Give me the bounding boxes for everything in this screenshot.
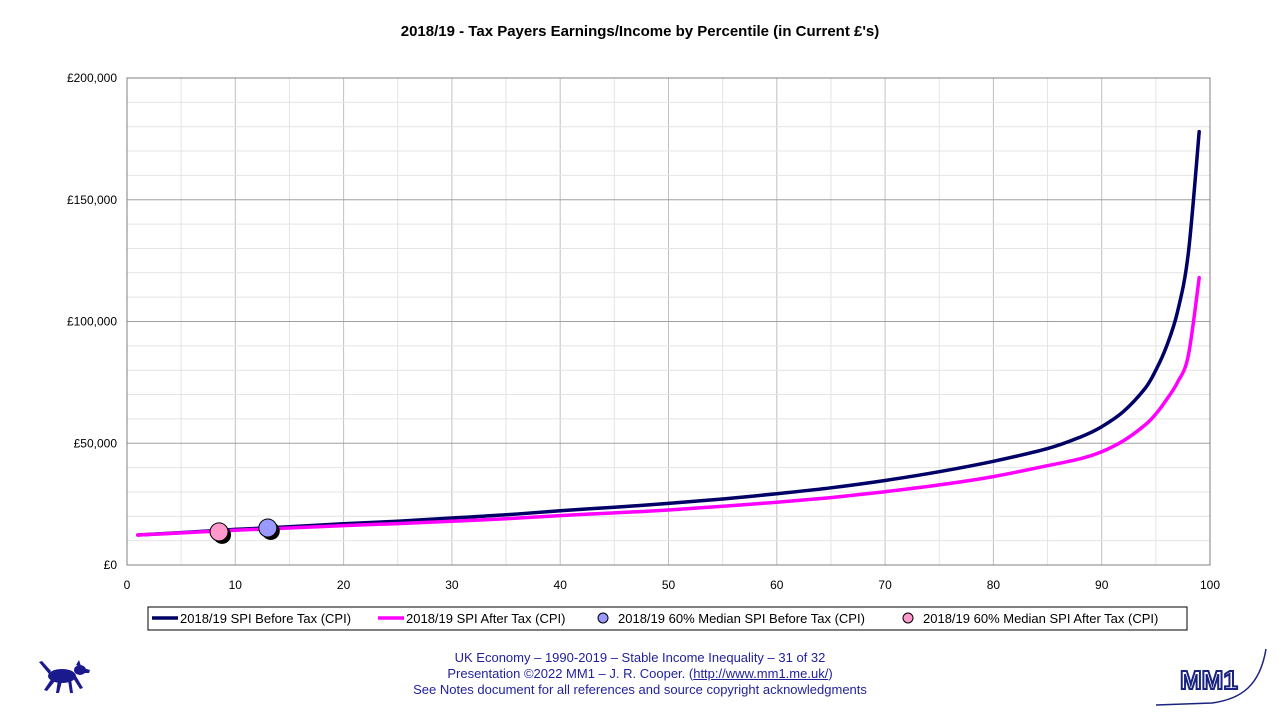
legend-label: 2018/19 60% Median SPI After Tax (CPI) (923, 611, 1158, 626)
x-tick-label: 90 (1095, 578, 1109, 592)
y-tick-label: £150,000 (67, 193, 117, 207)
x-tick-label: 100 (1200, 578, 1220, 592)
footer-paren: ) (828, 666, 833, 681)
footer: UK Economy – 1990-2019 – Stable Income I… (0, 650, 1280, 698)
legend-label: 2018/19 SPI After Tax (CPI) (406, 611, 565, 626)
footer-link[interactable]: http://www.mm1.me.uk/ (693, 666, 829, 681)
legend: 2018/19 SPI Before Tax (CPI) 2018/19 SPI … (147, 606, 1188, 631)
footer-line-1: UK Economy – 1990-2019 – Stable Income I… (454, 650, 826, 665)
footer-line-3: See Notes document for all references an… (413, 682, 867, 697)
x-tick-label: 80 (987, 578, 1001, 592)
legend-label: 2018/19 60% Median SPI Before Tax (CPI) (618, 611, 865, 626)
series-line-before-tax (136, 129, 1201, 537)
legend-swatch-marker (902, 612, 914, 624)
series-group (136, 129, 1201, 544)
chart: 2018/19 - Tax Payers Earnings/Income by … (67, 23, 1221, 631)
chart-title: 2018/19 - Tax Payers Earnings/Income by … (401, 23, 879, 40)
x-tick-label: 70 (878, 578, 892, 592)
y-tick-label: £0 (104, 558, 118, 572)
logo-curve-icon (1155, 648, 1267, 706)
median-marker-after-tax (209, 522, 229, 542)
x-tick-label: 50 (662, 578, 676, 592)
gridlines (127, 78, 1210, 565)
x-tick-label: 30 (445, 578, 459, 592)
dog-logo-icon (39, 660, 90, 693)
footer-line-2: Presentation ©2022 MM1 – J. R. Cooper. (… (0, 666, 1280, 682)
legend-box (147, 606, 1188, 631)
mm1-logo: MM1 (1155, 648, 1267, 706)
y-axis: £0 £50,000 £100,000 £150,000 £200,000 (67, 71, 117, 572)
legend-label: 2018/19 SPI Before Tax (CPI) (180, 611, 351, 626)
x-tick-label: 60 (770, 578, 784, 592)
footer-copyright: Presentation ©2022 MM1 – J. R. Cooper. ( (447, 666, 694, 681)
x-tick-label: 0 (124, 578, 131, 592)
x-axis: 0 10 20 30 40 50 60 70 80 90 100 (124, 578, 1221, 592)
y-tick-label: £200,000 (67, 71, 117, 85)
x-tick-label: 40 (554, 578, 568, 592)
series-line-after-tax (136, 275, 1201, 537)
y-tick-label: £50,000 (74, 436, 118, 450)
plot-area-border (126, 77, 1211, 566)
y-tick-label: £100,000 (67, 315, 117, 329)
x-tick-label: 10 (229, 578, 243, 592)
median-marker-before-tax (258, 518, 278, 538)
x-tick-label: 20 (337, 578, 351, 592)
logo-text: MM1 (1180, 665, 1238, 695)
legend-swatch-marker (597, 612, 609, 624)
